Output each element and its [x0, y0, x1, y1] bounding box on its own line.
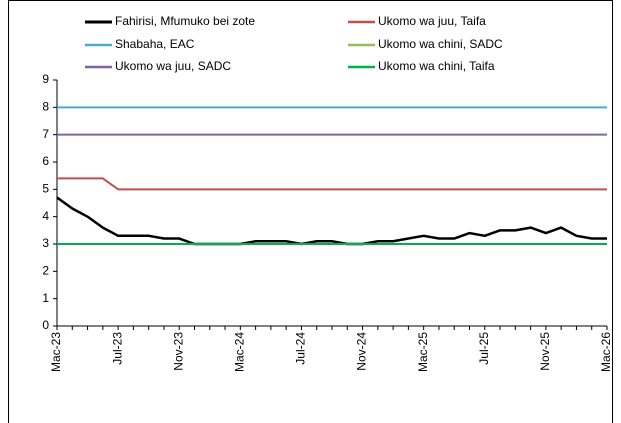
y-tick-label: 0: [42, 318, 49, 332]
legend-label: Ukomo wa chini, Taifa: [378, 59, 495, 73]
x-tick-label: Mac-23: [49, 332, 63, 372]
y-tick-label: 8: [42, 100, 49, 114]
legend-label: Ukomo wa juu, SADC: [115, 59, 231, 73]
series-line: [56, 196, 607, 246]
y-tick-label: 3: [42, 236, 49, 250]
x-tick-label: Mac-26: [599, 332, 613, 372]
legend-label: Ukomo wa chini, SADC: [378, 37, 503, 51]
x-tick-label: Nov-25: [538, 332, 552, 371]
x-tick-label: Jul-23: [110, 332, 124, 365]
y-tick-label: 5: [42, 182, 49, 196]
y-tick-label: 6: [42, 154, 49, 168]
y-tick-label: 9: [42, 72, 49, 86]
x-tick-label: Jul-24: [294, 332, 308, 365]
legend-label: Shabaha, EAC: [115, 37, 195, 51]
x-tick-label: Jul-25: [477, 332, 491, 365]
legend-label: Fahirisi, Mfumuko bei zote: [115, 14, 255, 28]
y-tick-label: 1: [42, 291, 49, 305]
x-tick-label: Mac-24: [233, 332, 247, 372]
series-line: [57, 177, 607, 191]
legend-label: Ukomo wa juu, Taifa: [378, 14, 486, 28]
y-tick-label: 7: [42, 127, 49, 141]
y-tick-label: 4: [42, 209, 49, 223]
chart-border: [8, 0, 613, 423]
y-tick-label: 2: [42, 264, 49, 278]
x-tick-label: Mac-25: [416, 332, 430, 372]
x-tick-label: Nov-24: [355, 332, 369, 371]
x-tick-label: Nov-23: [171, 332, 185, 371]
